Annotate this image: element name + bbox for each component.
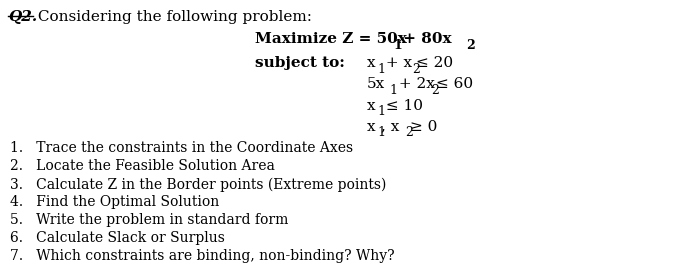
- Text: subject to:: subject to:: [255, 56, 345, 70]
- Text: ≥ 0: ≥ 0: [410, 120, 437, 134]
- Text: x: x: [367, 120, 376, 134]
- Text: x: x: [367, 98, 376, 113]
- Text: Maximize Z = 50x: Maximize Z = 50x: [255, 32, 407, 46]
- Text: + 2x: + 2x: [393, 78, 435, 91]
- Text: 5.   Write the problem in standard form: 5. Write the problem in standard form: [10, 214, 288, 227]
- Text: 7.   Which constraints are binding, non-binding? Why?: 7. Which constraints are binding, non-bi…: [10, 249, 395, 263]
- Text: 1: 1: [377, 126, 385, 139]
- Text: 2: 2: [405, 126, 414, 139]
- Text: , x: , x: [381, 120, 400, 134]
- Text: 2: 2: [431, 84, 440, 97]
- Text: Considering the following problem:: Considering the following problem:: [33, 10, 312, 23]
- Text: 1: 1: [377, 105, 385, 118]
- Text: + 80x: + 80x: [398, 32, 452, 46]
- Text: ≤ 20: ≤ 20: [416, 56, 454, 70]
- Text: 4.   Find the Optimal Solution: 4. Find the Optimal Solution: [10, 195, 219, 209]
- Text: 1: 1: [393, 39, 402, 52]
- Text: 1: 1: [377, 63, 385, 76]
- Text: 1.   Trace the constraints in the Coordinate Axes: 1. Trace the constraints in the Coordina…: [10, 141, 353, 155]
- Text: 3.   Calculate Z in the Border points (Extreme points): 3. Calculate Z in the Border points (Ext…: [10, 177, 386, 192]
- Text: ≤ 60: ≤ 60: [435, 78, 472, 91]
- Text: 5x: 5x: [367, 78, 385, 91]
- Text: Q2.: Q2.: [8, 10, 37, 23]
- Text: 1: 1: [389, 84, 398, 97]
- Text: 2.   Locate the Feasible Solution Area: 2. Locate the Feasible Solution Area: [10, 159, 275, 173]
- Text: + x: + x: [381, 56, 412, 70]
- Text: x: x: [367, 56, 376, 70]
- Text: 2: 2: [466, 39, 475, 52]
- Text: ≤ 10: ≤ 10: [381, 98, 423, 113]
- Text: 2: 2: [412, 63, 421, 76]
- Text: 6.   Calculate Slack or Surplus: 6. Calculate Slack or Surplus: [10, 231, 225, 245]
